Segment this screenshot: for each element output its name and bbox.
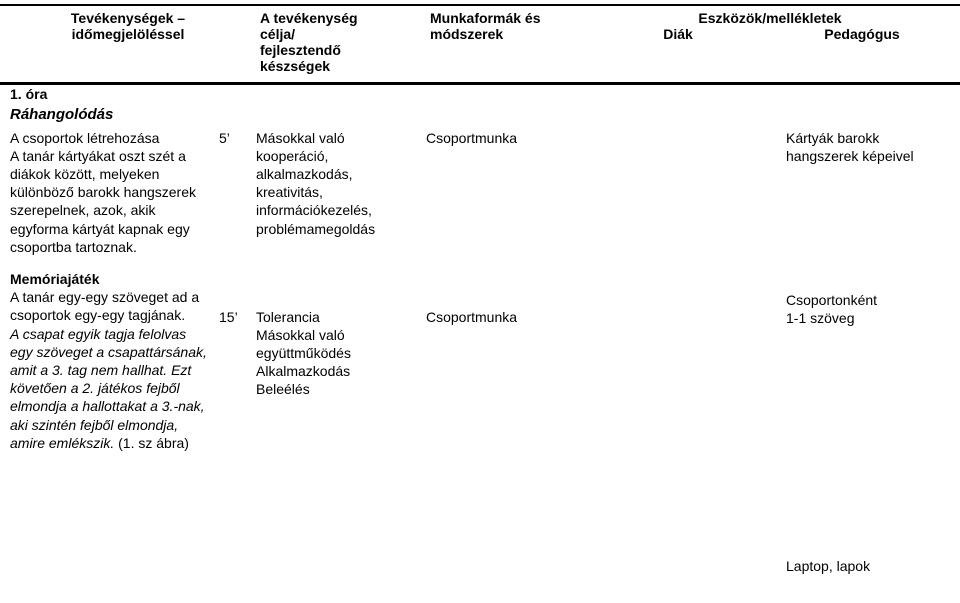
activity-2-tail: (1. sz ábra) [114, 435, 189, 451]
tool-2b: 1-1 szöveg [786, 310, 854, 326]
lesson-plan-page: Tevékenységek – időmegjelöléssel A tevék… [0, 0, 960, 603]
table-row: A csoportok létrehozása A tanár kártyáka… [0, 127, 960, 578]
hdr-student: Diák [586, 26, 770, 42]
method-2: Csoportmunka [426, 309, 517, 325]
section-title: Ráhangolódás [10, 106, 113, 123]
hdr-methods: Munkaformák és módszerek [420, 5, 580, 84]
activity-1-text: A csoportok létrehozása A tanár kártyáka… [10, 130, 196, 255]
lesson-table: Tevékenységek – időmegjelöléssel A tevék… [0, 4, 960, 577]
activity-2-title: Memóriajáték [10, 271, 99, 287]
lesson-number: 1. óra [10, 86, 47, 102]
cell-teacher: Kártyák barokk hangszerek képeivel Csopo… [780, 127, 960, 578]
activity-2-italic: A csapat egyik tagja felolvas egy szöveg… [10, 326, 207, 451]
hdr-tools: Eszközök/mellékletek Diák Pedagógus [580, 5, 960, 84]
tool-3: Laptop, lapok [786, 558, 870, 574]
goals-2: Tolerancia Másokkal való együttműködés A… [256, 309, 351, 398]
cell-goals: Másokkal való kooperáció, alkalmazkodás,… [250, 127, 420, 578]
cell-activity: A csoportok létrehozása A tanár kártyáka… [0, 127, 215, 578]
goals-1: Másokkal való kooperáció, alkalmazkodás,… [256, 130, 375, 237]
row-rahang: Ráhangolódás [0, 105, 960, 127]
tool-1: Kártyák barokk hangszerek képeivel [786, 130, 914, 164]
tool-2a: Csoportonként [786, 292, 877, 308]
hdr-teacher: Pedagógus [770, 26, 954, 42]
time-2: 15’ [219, 309, 238, 325]
time-1: 5’ [219, 130, 230, 146]
method-1: Csoportmunka [426, 130, 517, 146]
hdr-goals: A tevékenység célja/ fejlesztendő készsé… [250, 5, 420, 84]
hdr-activities: Tevékenységek – időmegjelöléssel [0, 5, 250, 84]
activity-2-text: A tanár egy-egy szöveget ad a csoportok … [10, 289, 199, 323]
cell-time: 5’ 15’ [215, 127, 250, 578]
row-ora: 1. óra [0, 84, 960, 106]
cell-methods: Csoportmunka Csoportmunka [420, 127, 580, 578]
header-row: Tevékenységek – időmegjelöléssel A tevék… [0, 5, 960, 84]
cell-student [580, 127, 780, 578]
